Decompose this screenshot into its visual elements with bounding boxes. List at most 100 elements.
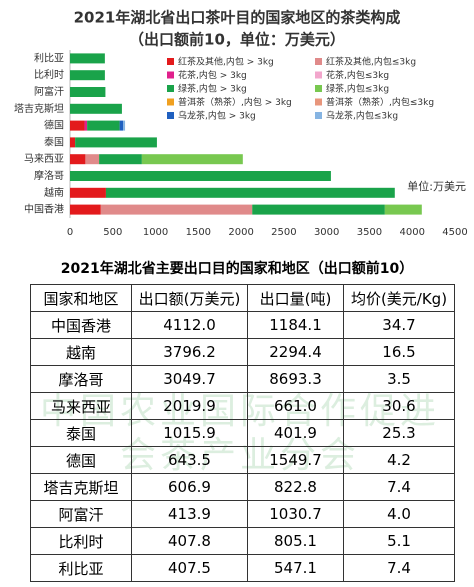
bar-segment bbox=[70, 171, 331, 181]
bar-segment bbox=[70, 87, 106, 97]
bar-segment bbox=[252, 204, 385, 215]
table-cell: 2019.9 bbox=[131, 392, 248, 420]
table-cell: 547.1 bbox=[247, 554, 344, 582]
bar-segment bbox=[75, 137, 157, 148]
legend-swatch bbox=[315, 112, 322, 119]
table-row: 越南 3796.2 2294.4 16.5 bbox=[30, 338, 455, 366]
bar-segment bbox=[105, 187, 395, 198]
y-tick-label: 塔吉克斯坦 bbox=[14, 102, 64, 115]
table-cell: 马来西亚 bbox=[30, 392, 132, 420]
table-cell: 中国香港 bbox=[30, 311, 132, 339]
table-cell: 34.7 bbox=[343, 311, 455, 339]
table-cell: 阿富汗 bbox=[30, 500, 132, 528]
table-cell: 4.0 bbox=[343, 500, 455, 528]
table-cell: 泰国 bbox=[30, 419, 132, 447]
table-cell: 比利时 bbox=[30, 527, 132, 555]
y-tick-label: 利比亚 bbox=[34, 52, 64, 64]
bar-segment bbox=[100, 204, 253, 215]
y-tick-label: 比利时 bbox=[34, 69, 64, 81]
legend-swatch bbox=[315, 71, 322, 79]
table-cell: 805.1 bbox=[247, 527, 344, 555]
table-cell: 16.5 bbox=[343, 338, 455, 366]
unit-note: 单位:万美元 bbox=[407, 179, 466, 193]
legend-label: 红茶及其他,内包 > 3kg bbox=[178, 56, 274, 68]
table-cell: 407.5 bbox=[131, 554, 248, 582]
table-cell: 3.5 bbox=[343, 365, 455, 393]
x-tick-label: 2000 bbox=[228, 227, 253, 238]
table-row: 马来西亚 2019.9 661.0 30.6 bbox=[30, 392, 455, 420]
table-cell: 塔吉克斯坦 bbox=[30, 473, 132, 501]
x-tick-label: 500 bbox=[103, 227, 122, 238]
bar-segment bbox=[384, 204, 422, 215]
bar-segment bbox=[70, 187, 106, 198]
legend-label: 绿茶,内包≤3kg bbox=[326, 83, 389, 95]
header-cell: 出口量(吨) bbox=[247, 284, 344, 312]
legend-label: 普洱茶（熟茶）,内包≤3kg bbox=[326, 96, 434, 108]
legend-swatch bbox=[167, 58, 174, 65]
bar-segment bbox=[84, 120, 88, 131]
chart-subtitle: （出口额前10，单位：万美元） bbox=[129, 31, 345, 49]
y-tick-label: 阿富汗 bbox=[34, 85, 64, 98]
table-cell: 7.4 bbox=[343, 554, 455, 582]
header-cell: 出口额(万美元) bbox=[131, 284, 248, 312]
x-tick-label: 2500 bbox=[271, 227, 296, 238]
table-cell: 2294.4 bbox=[247, 338, 344, 366]
x-tick-label: 0 bbox=[67, 227, 73, 238]
x-tick-label: 4000 bbox=[399, 227, 424, 238]
y-tick-label: 德国 bbox=[44, 119, 64, 132]
bar-segment bbox=[119, 120, 124, 131]
legend-swatch bbox=[167, 85, 174, 92]
table-cell: 661.0 bbox=[247, 392, 344, 420]
table-cell: 利比亚 bbox=[30, 554, 132, 582]
legend-label: 花茶,内包≤3kg bbox=[326, 69, 389, 81]
table-row: 中国香港 4112.0 1184.1 34.7 bbox=[30, 311, 455, 339]
legend-swatch bbox=[315, 85, 322, 92]
y-tick-label: 越南 bbox=[44, 186, 64, 199]
bar-segment bbox=[70, 53, 105, 64]
table-row: 阿富汗 413.9 1030.7 4.0 bbox=[30, 500, 455, 528]
table-row: 泰国 1015.9 401.9 25.3 bbox=[30, 419, 455, 447]
bar-segment bbox=[70, 103, 122, 114]
table-cell: 25.3 bbox=[343, 419, 455, 447]
header-cell: 国家和地区 bbox=[30, 284, 132, 312]
bar-segment bbox=[123, 120, 126, 131]
table-cell: 822.8 bbox=[247, 473, 344, 501]
bar-segment bbox=[70, 154, 86, 165]
legend-swatch bbox=[167, 98, 174, 106]
chart-title: 2021年湖北省出口茶叶目的国家地区的茶类构成 bbox=[74, 9, 401, 27]
table-row: 摩洛哥 3049.7 8693.3 3.5 bbox=[30, 365, 455, 393]
table-cell: 摩洛哥 bbox=[30, 365, 132, 393]
table-cell: 越南 bbox=[30, 338, 132, 366]
table-cell: 德国 bbox=[30, 446, 132, 474]
table-cell: 7.4 bbox=[343, 473, 455, 501]
legend-label: 花茶,内包 > 3kg bbox=[178, 69, 247, 81]
table-cell: 606.9 bbox=[131, 473, 248, 501]
bar-segment bbox=[70, 120, 85, 131]
y-tick-label: 马来西亚 bbox=[24, 153, 64, 165]
x-tick-label: 3500 bbox=[357, 227, 382, 238]
table-row: 塔吉克斯坦 606.9 822.8 7.4 bbox=[30, 473, 455, 501]
table-cell: 8693.3 bbox=[247, 365, 344, 393]
legend-label: 乌龙茶,内包≤3kg bbox=[326, 110, 398, 122]
table-row: 利比亚 407.5 547.1 7.4 bbox=[30, 554, 455, 582]
table-cell: 3796.2 bbox=[131, 338, 248, 366]
table-cell: 1030.7 bbox=[247, 500, 344, 528]
table-cell: 3049.7 bbox=[131, 365, 248, 393]
table-row: 比利时 407.8 805.1 5.1 bbox=[30, 527, 455, 555]
table-cell: 4.2 bbox=[343, 446, 455, 474]
y-tick-label: 泰国 bbox=[44, 135, 64, 148]
header-cell: 均价(美元/Kg) bbox=[343, 284, 455, 312]
table-cell: 413.9 bbox=[131, 500, 248, 528]
bar-segment bbox=[70, 204, 101, 215]
legend-swatch bbox=[315, 58, 322, 65]
legend-label: 绿茶,内包 > 3kg bbox=[178, 83, 247, 95]
legend-swatch bbox=[315, 98, 322, 106]
table-cell: 5.1 bbox=[343, 527, 455, 555]
table-cell: 643.5 bbox=[131, 446, 248, 474]
legend-swatch bbox=[167, 112, 174, 119]
table-cell: 4112.0 bbox=[131, 311, 248, 339]
x-tick-label: 1000 bbox=[143, 227, 168, 238]
legend-swatch bbox=[167, 71, 174, 79]
table-cell: 407.8 bbox=[131, 527, 248, 555]
table: 国家和地区 出口额(万美元) 出口量(吨) 均价(美元/Kg) 中国香港 4112.0 11… bbox=[30, 284, 455, 582]
